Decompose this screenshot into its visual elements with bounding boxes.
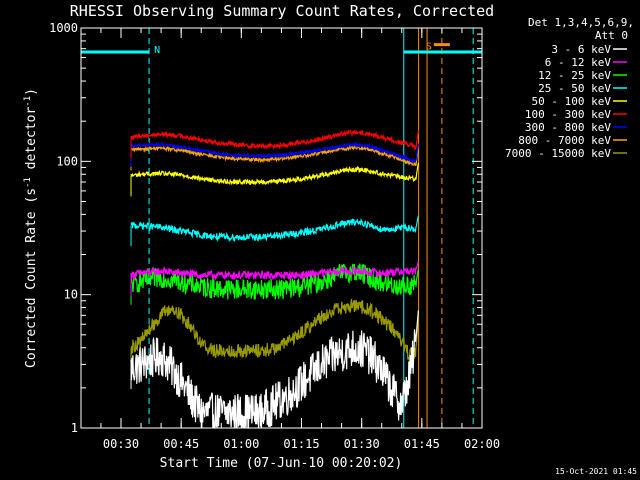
legend-label: 300 - 800 keV — [525, 121, 611, 134]
legend-label: 50 - 100 keV — [532, 95, 612, 108]
x-axis-label: Start Time (07-Jun-10 00:20:02) — [160, 456, 403, 471]
y-axis-label-sup2: -1 — [23, 96, 33, 107]
y-tick-label: 10 — [64, 288, 78, 302]
print-timestamp: 15-Oct-2021 01:45 — [555, 467, 637, 476]
series-line — [130, 215, 419, 243]
x-tick-label: 01:30 — [344, 437, 380, 451]
y-axis-label: Corrected Count Rate (s-1 detector-1) — [23, 88, 39, 368]
y-axis-label-sup1: -1 — [23, 177, 33, 188]
night-label: N — [154, 45, 160, 56]
legend-label: 12 - 25 keV — [538, 69, 611, 82]
y-axis-label-mid: detector — [24, 107, 39, 178]
series-line — [130, 298, 419, 361]
legend-label: 100 - 300 keV — [525, 108, 611, 121]
y-tick-label: 100 — [56, 154, 78, 168]
x-tick-label: 01:15 — [283, 437, 319, 451]
legend-header-line-1: Det 1,3,4,5,6,9, — [528, 16, 634, 29]
legend-label: 3 - 6 keV — [551, 43, 611, 56]
series-line — [130, 141, 419, 166]
legend-label: 7000 - 15000 keV — [505, 147, 611, 160]
x-axis: 00:30 00:45 01:00 01:15 01:30 01:45 02:00 — [100, 28, 500, 451]
x-tick-label: 00:45 — [163, 437, 199, 451]
series-line — [130, 261, 419, 281]
y-axis-label-end: ) — [24, 88, 39, 96]
series-line — [130, 129, 419, 151]
y-tick-label: 1 — [71, 421, 78, 435]
x-tick-label: 02:00 — [464, 437, 500, 451]
y-axis: 1 10 100 1000 — [49, 21, 482, 435]
saa-label: S — [426, 42, 432, 53]
x-tick-label: 00:30 — [103, 437, 139, 451]
legend-label: 25 - 50 keV — [538, 82, 611, 95]
series-layer — [130, 129, 419, 429]
x-tick-label: 01:45 — [404, 437, 440, 451]
series-line — [130, 263, 419, 300]
series-line — [130, 143, 419, 167]
chart-title: RHESSI Observing Summary Count Rates, Co… — [70, 2, 494, 20]
y-tick-label: 1000 — [49, 21, 78, 35]
legend-label: 800 - 7000 keV — [518, 134, 611, 147]
series-line — [130, 162, 419, 186]
legend-header-line-2: Att 0 — [595, 29, 628, 42]
y-axis-label-main: Corrected Count Rate (s — [24, 188, 39, 368]
x-tick-label: 01:00 — [223, 437, 259, 451]
legend-label: 6 - 12 keV — [545, 56, 612, 69]
series-line — [130, 310, 419, 429]
